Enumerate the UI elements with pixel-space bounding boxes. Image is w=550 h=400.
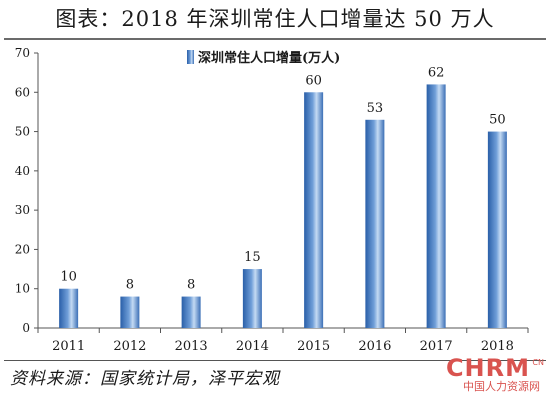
- y-tick-label: 50: [15, 125, 30, 139]
- data-label-2015: 60: [305, 73, 322, 88]
- legend-label: 深圳常住人口增量(万人): [198, 50, 340, 66]
- y-tick-label: 60: [15, 85, 30, 99]
- x-tick-label: 2015: [297, 339, 330, 354]
- x-tick-label: 2018: [481, 339, 514, 354]
- bar-2013: [181, 296, 201, 328]
- data-label-2013: 8: [187, 278, 195, 293]
- source-note: 资料来源：国家统计局，泽平宏观: [10, 369, 280, 389]
- chart-title: 图表：2018 年深圳常住人口增量达 50 万人: [55, 7, 495, 31]
- bar-2017: [426, 84, 446, 328]
- data-label-2017: 62: [428, 65, 445, 80]
- title-divider: [4, 38, 546, 40]
- watermark-subtitle: 中国人力资源网: [463, 380, 540, 393]
- bar-2012: [120, 296, 140, 328]
- bars: [59, 84, 507, 329]
- bar-2018: [487, 131, 507, 328]
- x-tick-label: 2012: [113, 339, 146, 354]
- x-axis: 2011 2012 2013 2014 2015 2016 2017 2018: [37, 327, 529, 354]
- bar-2014: [242, 269, 262, 328]
- x-tick-label: 2016: [358, 339, 391, 354]
- bar-2011: [59, 288, 79, 328]
- data-label-2012: 8: [126, 278, 134, 293]
- y-tick-label: 20: [15, 242, 30, 256]
- data-labels: 10 8 8 15 60 53 62 50: [60, 65, 505, 292]
- footer-divider: [4, 360, 546, 361]
- bar-2016: [365, 119, 385, 329]
- watermark-logo-text: CHRM: [445, 354, 530, 382]
- data-label-2018: 50: [489, 113, 506, 128]
- y-tick-label: 0: [22, 321, 30, 335]
- legend-swatch: [187, 50, 194, 64]
- x-tick-label: 2011: [52, 339, 85, 354]
- watermark-suffix: CN: [532, 358, 544, 367]
- data-label-2016: 53: [367, 101, 384, 116]
- watermark-logo: CHRM CN 中国人力资源网: [432, 354, 544, 398]
- x-tick-label: 2014: [236, 339, 269, 354]
- y-axis: 0 10 20 30 40 50 60 70: [15, 46, 39, 335]
- y-tick-label: 40: [15, 164, 30, 178]
- bar-2015: [304, 92, 324, 329]
- x-tick-label: 2013: [175, 339, 208, 354]
- data-label-2011: 10: [60, 270, 77, 285]
- y-tick-label: 70: [15, 46, 30, 60]
- data-label-2014: 15: [244, 250, 261, 265]
- y-tick-label: 30: [15, 203, 30, 217]
- legend: 深圳常住人口增量(万人): [187, 50, 340, 66]
- x-tick-label: 2017: [420, 339, 453, 354]
- y-tick-label: 10: [15, 282, 30, 296]
